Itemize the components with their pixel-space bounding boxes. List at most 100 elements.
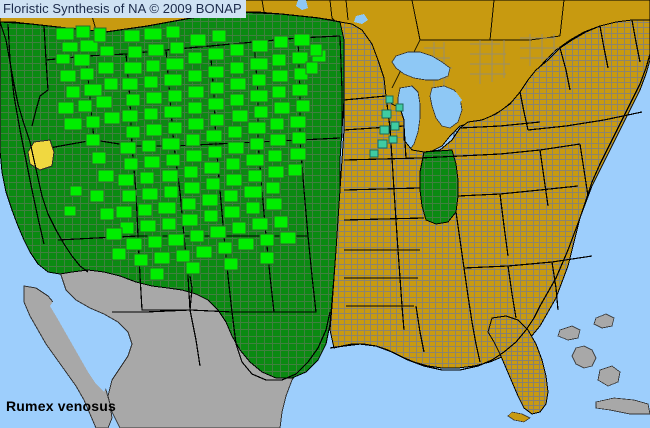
county-present [207, 47, 225, 61]
county-present [125, 125, 141, 139]
county-present [189, 33, 207, 47]
county-present [77, 99, 93, 113]
county-adventive [377, 139, 388, 149]
georgian-bay [442, 92, 462, 108]
county-present [89, 189, 105, 203]
county-present [269, 117, 285, 131]
county-present [97, 169, 115, 183]
county-present [145, 91, 163, 105]
county-present [157, 201, 177, 215]
county-present [143, 27, 163, 41]
county-present [231, 109, 249, 123]
state-outlines-texas [189, 275, 331, 381]
county-present [251, 217, 269, 231]
county-present [273, 101, 291, 115]
county-present [143, 75, 159, 89]
present-counties-layer [55, 25, 327, 281]
county-present [209, 113, 225, 127]
county-present [85, 133, 101, 147]
county-present [55, 27, 75, 41]
county-present [145, 123, 163, 137]
bahamas-islet-3 [557, 325, 581, 341]
county-present [79, 39, 99, 53]
county-present [289, 147, 307, 161]
county-present [251, 39, 269, 53]
county-present [227, 125, 243, 139]
county-present [181, 197, 197, 211]
county-present [207, 65, 225, 79]
county-present [259, 251, 275, 265]
county-present [227, 141, 245, 155]
county-present [273, 35, 289, 49]
county-present [55, 53, 71, 65]
county-present [85, 115, 101, 129]
county-present [271, 85, 287, 99]
lake-of-woods [354, 14, 368, 24]
county-present [201, 193, 219, 207]
county-present [203, 161, 221, 175]
county-present [105, 227, 123, 241]
county-present [209, 81, 225, 95]
county-present [267, 165, 285, 179]
species-name-label: Rumex venosus [6, 398, 116, 414]
county-adventive [388, 135, 398, 144]
county-present [291, 83, 309, 97]
county-adventive [390, 121, 400, 131]
county-present [265, 197, 283, 211]
county-present [163, 73, 183, 87]
county-adventive [395, 103, 404, 112]
county-present [207, 145, 223, 159]
county-present [207, 97, 225, 111]
county-present [123, 157, 139, 171]
other-nations-layer [23, 267, 650, 428]
county-present [243, 185, 263, 199]
adventive-counties-layer [369, 95, 404, 158]
county-present [79, 67, 95, 81]
county-adventive [369, 149, 379, 158]
county-present [125, 237, 143, 251]
county-present [309, 43, 323, 57]
county-present [127, 45, 143, 59]
county-present [271, 69, 289, 83]
county-present [165, 57, 185, 71]
county-present [187, 117, 205, 131]
county-present [249, 89, 269, 103]
county-present [163, 105, 183, 119]
county-present [141, 139, 157, 153]
county-present [265, 181, 281, 195]
county-present [223, 257, 239, 271]
pacific-coastline [0, 21, 89, 273]
county-present [99, 45, 115, 57]
county-present [63, 117, 83, 131]
county-present [183, 165, 199, 179]
county-present [205, 177, 221, 191]
county-present [287, 163, 303, 177]
county-present [203, 209, 219, 223]
county-present [209, 225, 227, 239]
county-present [289, 115, 307, 129]
county-present [91, 151, 107, 165]
province-border-8 [559, 0, 565, 37]
county-present [253, 105, 269, 119]
gulf-of-california [50, 300, 108, 392]
county-present [273, 215, 289, 229]
county-present [139, 171, 155, 185]
county-present [111, 247, 127, 261]
county-present [183, 181, 201, 195]
lake-winnipeg-sliver [296, 0, 308, 10]
county-present [205, 129, 223, 143]
county-present [161, 137, 181, 151]
lake-superior [391, 51, 451, 81]
county-present [291, 131, 307, 145]
county-present [59, 69, 77, 83]
county-present [167, 121, 183, 135]
county-present [63, 205, 77, 217]
county-present [69, 185, 83, 197]
county-present [247, 169, 263, 183]
county-present [217, 241, 233, 255]
county-present [279, 231, 297, 245]
county-present [269, 133, 287, 147]
county-present [143, 107, 159, 121]
county-present [123, 29, 141, 43]
